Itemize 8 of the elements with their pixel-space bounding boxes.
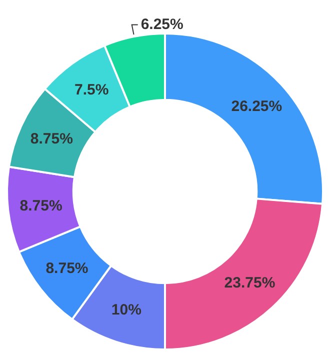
data-label: 23.75% [224, 274, 276, 292]
data-label: 10% [111, 301, 142, 318]
data-label: 26.25% [231, 98, 282, 115]
data-label: 8.75% [30, 130, 73, 148]
data-label: 6.25% [140, 16, 184, 33]
data-label: 7.5% [74, 82, 109, 99]
data-label: 8.75% [20, 197, 62, 214]
data-label: 8.75% [46, 260, 88, 277]
